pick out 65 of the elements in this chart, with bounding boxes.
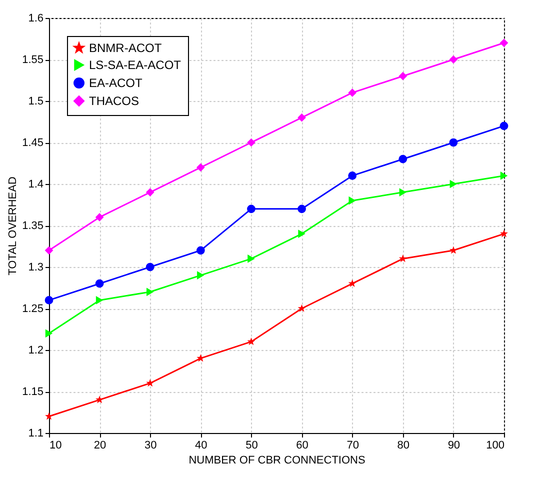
point <box>247 138 256 147</box>
point <box>398 254 407 262</box>
x-tick-label: 10 <box>50 440 62 452</box>
point <box>196 163 205 172</box>
point <box>500 230 508 238</box>
point <box>348 196 356 205</box>
point <box>348 88 357 97</box>
point <box>248 254 255 263</box>
point <box>348 279 356 287</box>
point <box>95 213 104 222</box>
point <box>146 288 154 296</box>
point <box>298 304 306 312</box>
point <box>96 296 104 304</box>
y-tick-label: 1.4 <box>28 178 44 190</box>
x-tick-label: 30 <box>144 440 157 452</box>
x-tick-label: 50 <box>246 440 258 452</box>
y-tick-label: 1.5 <box>28 96 44 108</box>
y-tick-label: 1.25 <box>22 303 44 315</box>
point <box>298 230 306 238</box>
y-tick-label: 1.35 <box>22 220 44 232</box>
legend-label: BNMR-ACOT <box>89 41 162 55</box>
x-axis-title: NUMBER OF CBR CONNECTIONS <box>188 454 366 466</box>
point <box>399 188 407 196</box>
point <box>398 154 408 164</box>
point <box>196 246 205 255</box>
point <box>197 271 204 280</box>
y-tick-label: 1.45 <box>22 137 44 149</box>
point <box>500 38 508 48</box>
y-axis-title: TOTAL OVERHEAD <box>7 176 20 276</box>
point <box>45 412 53 420</box>
point <box>298 204 306 214</box>
point <box>398 72 408 80</box>
y-tick-label: 1.6 <box>28 12 44 24</box>
point <box>500 172 508 180</box>
point <box>146 188 154 196</box>
legend-label: EA-ACOT <box>89 76 144 90</box>
y-tick-label: 1.2 <box>28 344 44 356</box>
point <box>95 279 104 288</box>
point <box>500 122 508 130</box>
y-tick-label: 1.55 <box>22 54 44 66</box>
point <box>146 379 154 387</box>
x-tick-label: 60 <box>296 440 308 452</box>
point <box>45 329 53 338</box>
y-tick-label: 1.3 <box>28 262 44 274</box>
point <box>449 138 458 147</box>
point <box>44 246 54 255</box>
legend-label: THACOS <box>89 94 140 108</box>
point <box>44 296 54 304</box>
x-tick-label: 20 <box>94 440 106 452</box>
point <box>247 338 256 346</box>
y-tick-label: 1.15 <box>22 386 44 398</box>
y-tick-label: 1.1 <box>28 428 44 440</box>
legend-label: LS-SA-EA-ACOT <box>89 58 182 72</box>
x-tick-label: 40 <box>195 440 208 452</box>
x-tick-label: 80 <box>397 440 410 452</box>
x-tick-label: 70 <box>346 440 359 452</box>
x-tick-label: 100 <box>486 440 504 452</box>
point <box>450 180 458 188</box>
x-tick-label: 90 <box>448 440 460 452</box>
point <box>298 113 306 122</box>
point <box>146 262 154 272</box>
point <box>348 172 357 180</box>
point <box>449 246 458 254</box>
point <box>449 55 458 64</box>
point <box>247 204 256 214</box>
